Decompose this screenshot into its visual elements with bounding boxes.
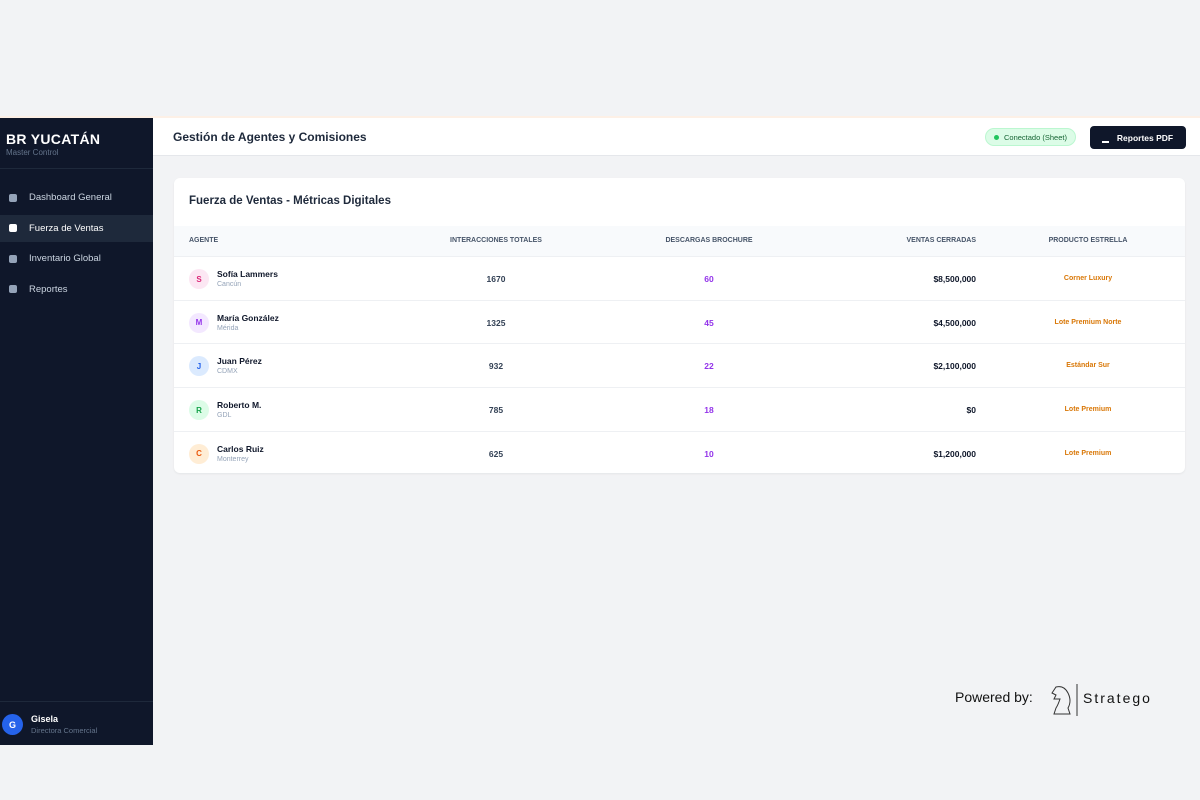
product: Lote Premium	[1064, 406, 1112, 414]
user-avatar: G	[2, 714, 23, 735]
header: Gestión de Agentes y Comisiones Conectad…	[153, 118, 1200, 156]
product: Lote Premium	[1064, 449, 1112, 457]
nav-icon	[9, 224, 17, 232]
table-row: J Juan Pérez CDMX 932 22 $2,100,000 Estándar S…	[174, 343, 1185, 387]
pdf-button[interactable]: Reportes PDF	[1090, 126, 1186, 149]
product: Corner Luxury	[1063, 275, 1113, 282]
brand-subtitle: Master Control	[6, 148, 59, 157]
column-header: PRODUCTO ESTRELLA	[1048, 237, 1128, 244]
top-border	[0, 116, 1200, 118]
agent-city: Mérida	[217, 324, 239, 332]
table-row: R Roberto M. GDL 785 18 $0 Lote Premium	[174, 387, 1185, 431]
avatar: C	[189, 443, 209, 464]
footer-brand: Stratego	[1083, 690, 1152, 706]
sales: $4,500,000	[933, 317, 976, 328]
nav-icon	[9, 254, 17, 263]
agent-name: María González	[217, 312, 279, 323]
agent-city: Cancún	[217, 281, 242, 288]
table-row: S Sofía Lammers Cancún 1670 60 $8,500,000 Corn…	[174, 256, 1185, 300]
brand: BR YUCATÁN	[6, 131, 101, 147]
column-header: INTERACCIONES TOTALES	[450, 237, 542, 244]
downloads: 10	[704, 448, 714, 459]
status-badge: Conectado (Sheet)	[985, 128, 1076, 146]
interactions: 1670	[486, 274, 506, 284]
sales: $8,500,000	[933, 274, 976, 284]
user-role: Directora Comercial	[31, 726, 98, 735]
header-title: Gestión de Agentes y Comisiones	[173, 130, 367, 144]
nav-item[interactable]: Reportes	[0, 276, 153, 303]
column-header: AGENTE	[189, 237, 219, 244]
separator	[0, 168, 153, 169]
agent-city: CDMX	[217, 368, 238, 376]
sidebar: BR YUCATÁN Master Control G Gisela Direc…	[0, 118, 153, 745]
avatar: M	[189, 312, 209, 333]
agent-name: Juan Pérez	[217, 356, 262, 367]
product: Lote Premium Norte	[1054, 318, 1122, 326]
avatar: S	[189, 269, 209, 289]
avatar: R	[189, 400, 209, 421]
powered-by: Powered by:	[955, 689, 1033, 705]
nav-item[interactable]: Dashboard General	[0, 184, 153, 211]
nav-icon	[9, 285, 17, 293]
column-header: DESCARGAS BROCHURE	[665, 237, 753, 244]
interactions: 932	[488, 361, 504, 372]
table-title: Fuerza de Ventas - Métricas Digitales	[189, 195, 391, 207]
downloads: 45	[704, 317, 714, 328]
sales: $1,200,000	[933, 448, 976, 459]
agent-city: Monterrey	[217, 455, 249, 463]
downloads: 22	[704, 361, 714, 372]
separator	[0, 701, 153, 702]
user-name: Gisela	[31, 714, 59, 724]
logo	[1051, 684, 1078, 716]
interactions: 785	[488, 405, 504, 416]
sales: $2,100,000	[933, 361, 976, 372]
column-header: VENTAS CERRADAS	[906, 237, 977, 244]
nav-item[interactable]: Fuerza de Ventas	[0, 214, 153, 242]
agent-city: GDL	[217, 412, 232, 420]
table-card: Fuerza de Ventas - Métricas Digitales AG…	[174, 178, 1185, 473]
interactions: 1325	[486, 317, 506, 328]
interactions: 625	[488, 448, 504, 459]
table-row: C Carlos Ruiz Monterrey 625 10 $1,200,000 Lote…	[174, 430, 1185, 475]
table-row: M María González Mérida 1325 45 $4,500,000 Lot…	[174, 299, 1185, 344]
sales: $0	[966, 405, 976, 416]
agent-name: Carlos Ruiz	[217, 443, 264, 454]
downloads: 18	[704, 405, 714, 416]
table-header: AGENTE INTERACCIONES TOTALES DESCARGAS BRO…	[174, 226, 1185, 256]
agent-name: Roberto M.	[217, 400, 262, 411]
avatar: J	[189, 356, 209, 377]
agent-name: Sofía Lammers	[217, 269, 278, 279]
nav-item[interactable]: Inventario Global	[0, 245, 153, 272]
nav-icon	[9, 193, 17, 202]
product: Estándar Sur	[1066, 362, 1110, 370]
downloads: 60	[704, 274, 714, 284]
